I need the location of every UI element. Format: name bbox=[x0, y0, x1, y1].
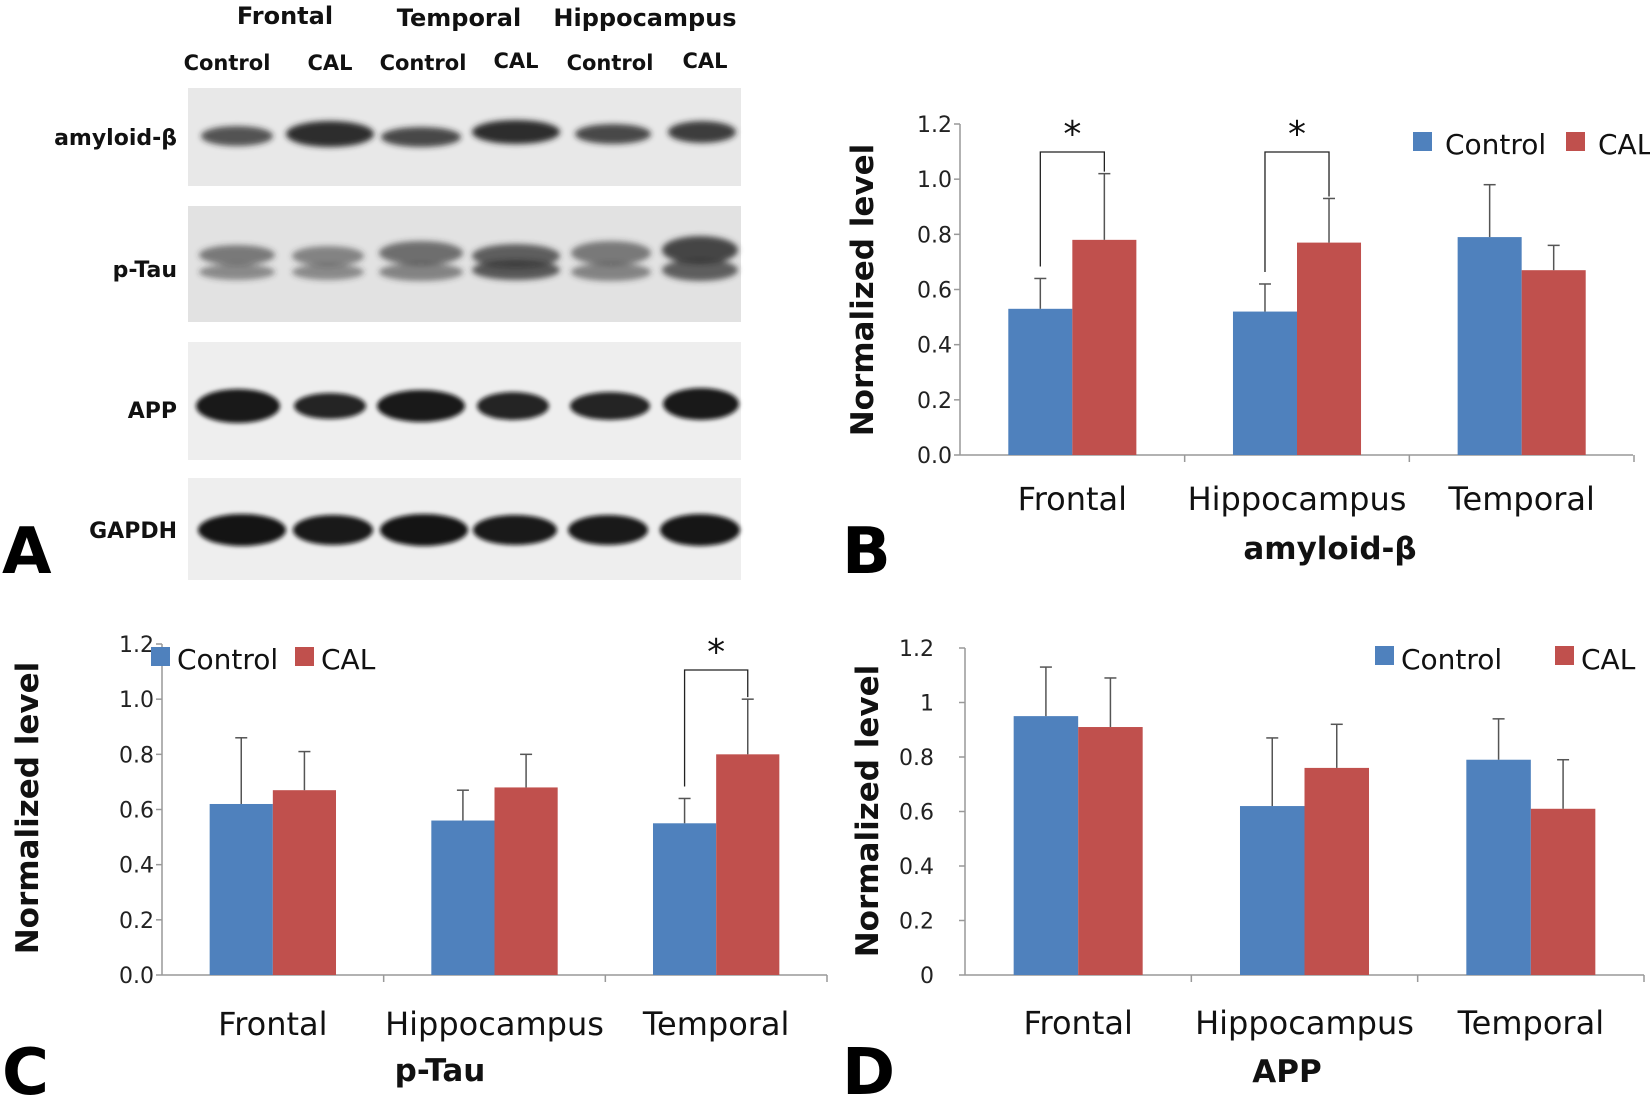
bar-cal-frontal bbox=[1072, 239, 1137, 455]
y-tick-label: 0.6 bbox=[119, 799, 154, 824]
blot-region-label: Frontal bbox=[237, 2, 333, 30]
chart-app: 0 0.2 0.4 0.6 0.8 1 1.2 Frontal Hippocampus Tempo… bbox=[850, 637, 1645, 1090]
panel-letter-b: B bbox=[842, 515, 891, 589]
legend-swatch-cal bbox=[1555, 646, 1574, 665]
legend-swatch-control bbox=[1375, 646, 1394, 665]
blot-lane-label: Control bbox=[184, 51, 271, 75]
bar-control-frontal bbox=[1008, 308, 1073, 455]
y-axis-title: Normalized level bbox=[845, 144, 881, 437]
y-tick-label: 0.2 bbox=[899, 910, 934, 935]
y-tick-label: 1.0 bbox=[119, 688, 154, 713]
bar-cal-frontal bbox=[1078, 727, 1143, 975]
blot-row-label: amyloid-β bbox=[54, 126, 177, 151]
y-tick-label: 0.8 bbox=[899, 746, 934, 771]
x-category-label: Hippocampus bbox=[1195, 1004, 1414, 1042]
legend-label-cal: CAL bbox=[1581, 643, 1636, 676]
blot-row-label: p-Tau bbox=[113, 258, 177, 283]
significance-bracket bbox=[1264, 151, 1330, 272]
y-tick-label: 0.8 bbox=[917, 223, 952, 248]
x-category-label: Frontal bbox=[1018, 480, 1127, 518]
significance-star: * bbox=[707, 632, 725, 673]
y-tick-label: 1.2 bbox=[119, 633, 154, 658]
legend-label-cal: CAL bbox=[1598, 128, 1650, 161]
y-axis-title: Normalized level bbox=[850, 665, 886, 958]
bar-cal-hippocampus bbox=[1304, 767, 1370, 975]
blot-lane-label: Control bbox=[380, 51, 467, 75]
blot-strip-app bbox=[188, 342, 741, 460]
legend-label-control: Control bbox=[1445, 128, 1546, 161]
significance-bracket bbox=[683, 669, 749, 787]
bar-cal-hippocampus bbox=[494, 787, 558, 975]
western-blot-panel: Frontal Temporal Hippocampus Control CAL… bbox=[54, 2, 741, 580]
legend-swatch-cal bbox=[295, 647, 314, 666]
y-tick-label: 0.6 bbox=[917, 279, 952, 304]
chart-title: amyloid-β bbox=[1243, 531, 1416, 567]
blot-lane-label: CAL bbox=[493, 49, 538, 73]
legend-label-cal: CAL bbox=[321, 643, 376, 676]
bar-cal-temporal bbox=[1521, 270, 1586, 455]
chart-amyloid-beta: 0.0 0.2 0.4 0.6 0.8 1.0 1.2 Frontal Hippocampus T… bbox=[845, 113, 1650, 567]
bar-cal-temporal bbox=[716, 754, 780, 975]
bar-control-frontal bbox=[209, 803, 273, 975]
blot-lane-label: CAL bbox=[682, 49, 727, 73]
bar-cal-frontal bbox=[272, 790, 337, 975]
blot-lane-label: Control bbox=[567, 51, 654, 75]
significance-bracket bbox=[1039, 151, 1105, 267]
blot-row-label: APP bbox=[128, 399, 177, 424]
x-category-label: Temporal bbox=[1457, 1004, 1605, 1042]
y-axis-title: Normalized level bbox=[10, 662, 46, 955]
chart-title: p-Tau bbox=[395, 1053, 486, 1089]
chart-p-tau: 0.0 0.2 0.4 0.6 0.8 1.0 1.2 Frontal Hippocampus T… bbox=[10, 632, 828, 1089]
bar-control-temporal bbox=[1466, 759, 1531, 975]
y-tick-label: 1.2 bbox=[899, 637, 934, 662]
blot-strip-amyloid bbox=[188, 88, 741, 186]
panel-letter-a: A bbox=[2, 515, 52, 589]
x-category-label: Frontal bbox=[1023, 1004, 1132, 1042]
y-tick-label: 0.0 bbox=[119, 964, 154, 989]
y-tick-label: 0.4 bbox=[899, 855, 934, 880]
y-tick-label: 1.0 bbox=[917, 168, 952, 193]
legend-label-control: Control bbox=[177, 643, 278, 676]
significance-star: * bbox=[1288, 114, 1306, 155]
y-tick-label: 0.6 bbox=[899, 801, 934, 826]
legend-label-control: Control bbox=[1401, 643, 1502, 676]
panel-letter-c: C bbox=[2, 1036, 49, 1099]
bar-cal-temporal bbox=[1530, 808, 1596, 975]
y-tick-label: 0 bbox=[920, 964, 934, 989]
y-tick-label: 0.4 bbox=[917, 334, 952, 359]
bar-control-frontal bbox=[1013, 716, 1079, 975]
blot-region-label: Temporal bbox=[397, 4, 521, 32]
significance-star: * bbox=[1063, 114, 1081, 155]
bar-control-temporal bbox=[652, 823, 717, 975]
bar-control-temporal bbox=[1457, 237, 1522, 455]
legend-swatch-cal bbox=[1566, 132, 1585, 151]
y-tick-label: 1 bbox=[920, 692, 934, 717]
blot-row-label: GAPDH bbox=[89, 519, 177, 544]
bar-control-hippocampus bbox=[1239, 806, 1305, 975]
legend-swatch-control bbox=[151, 647, 170, 666]
blot-strip-gapdh bbox=[188, 478, 741, 580]
y-tick-label: 0.8 bbox=[119, 743, 154, 768]
blot-region-label: Hippocampus bbox=[553, 4, 736, 32]
y-tick-label: 0.2 bbox=[917, 389, 952, 414]
y-tick-label: 0.4 bbox=[119, 854, 154, 879]
bar-cal-hippocampus bbox=[1297, 242, 1362, 455]
y-tick-label: 0.2 bbox=[119, 909, 154, 934]
blot-lane-label: CAL bbox=[307, 51, 352, 75]
bar-control-hippocampus bbox=[1232, 311, 1297, 455]
x-category-label: Temporal bbox=[642, 1005, 790, 1043]
y-tick-label: 0.0 bbox=[917, 444, 952, 469]
panel-letter-d: D bbox=[842, 1036, 895, 1099]
chart-title: APP bbox=[1252, 1054, 1321, 1090]
x-category-label: Frontal bbox=[218, 1005, 327, 1043]
x-category-label: Temporal bbox=[1447, 480, 1595, 518]
x-category-label: Hippocampus bbox=[385, 1005, 604, 1043]
blot-strip-ptau bbox=[188, 206, 741, 322]
x-category-label: Hippocampus bbox=[1188, 480, 1407, 518]
y-tick-label: 1.2 bbox=[917, 113, 952, 138]
legend-swatch-control bbox=[1413, 132, 1432, 151]
bar-control-hippocampus bbox=[431, 820, 495, 975]
